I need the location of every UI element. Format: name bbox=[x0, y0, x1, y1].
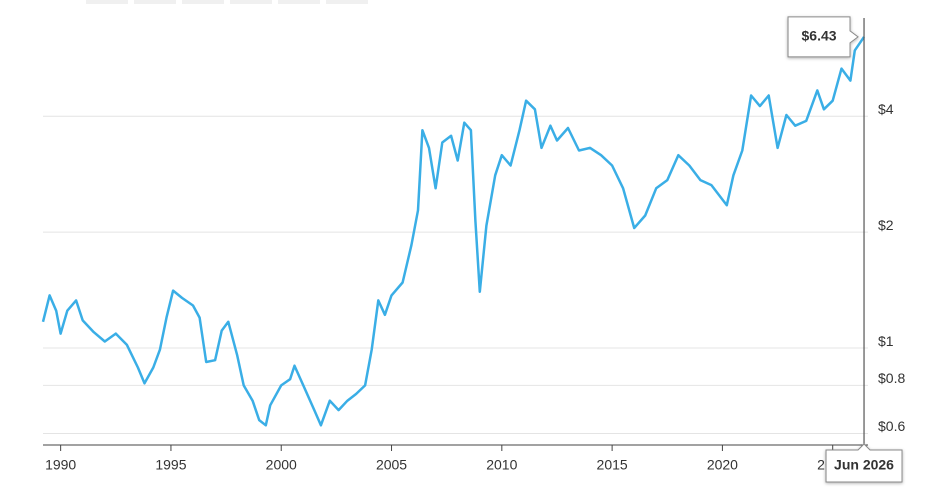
y-tick-label: $2 bbox=[878, 217, 894, 233]
date-tooltip bbox=[825, 443, 903, 483]
date-tooltip-label: Jun 2026 bbox=[834, 457, 894, 473]
x-tick-label: 1990 bbox=[45, 457, 76, 473]
y-tick-label: $1 bbox=[878, 333, 894, 349]
y-tick-label: $4 bbox=[878, 101, 894, 117]
price-line bbox=[41, 36, 866, 427]
x-tick-label: 2005 bbox=[376, 457, 407, 473]
x-tick-label: 2000 bbox=[266, 457, 297, 473]
tabs bbox=[86, 0, 368, 4]
x-tick-label: 1995 bbox=[155, 457, 186, 473]
y-tick-label: $0.8 bbox=[878, 370, 905, 386]
y-tick-label: $0.6 bbox=[878, 418, 905, 434]
x-tick-label: 2020 bbox=[707, 457, 738, 473]
value-tooltip bbox=[787, 16, 859, 58]
x-tick-label: 2010 bbox=[486, 457, 517, 473]
value-tooltip-label: $6.43 bbox=[802, 28, 837, 44]
x-tick-label: 2015 bbox=[597, 457, 628, 473]
